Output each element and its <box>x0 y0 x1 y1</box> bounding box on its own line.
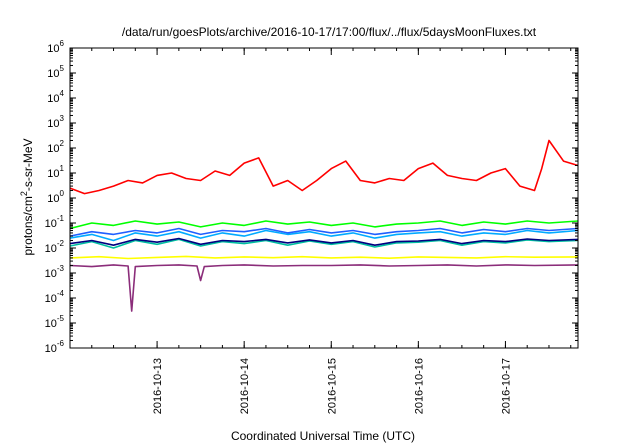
series-line-6 <box>69 237 579 246</box>
y-axis-label-rest: -s-sr-MeV <box>21 138 35 191</box>
chart-title: /data/run/goesPlots/archive/2016-10-17/1… <box>122 25 537 39</box>
y-tick-label: 10-3 <box>45 264 65 280</box>
y-tick-label: 104 <box>47 89 64 105</box>
y-tick-label: 100 <box>47 189 64 205</box>
series-line-8 <box>69 264 579 312</box>
y-axis-label-base: protons/cm <box>21 196 35 255</box>
x-tick-label: 2016-10-15 <box>326 358 338 414</box>
y-tick-label: 10-6 <box>45 339 65 355</box>
series-line-2 <box>69 220 579 230</box>
y-tick-label: 101 <box>47 164 64 180</box>
plot-frame <box>69 47 579 349</box>
series-line-3 <box>69 229 579 242</box>
axes: 10-6 10-5 10-4 10-3 10-2 10-1 100 101 102 103 104 1… <box>45 39 579 414</box>
y-tick-label: 105 <box>47 64 64 80</box>
y-tick-label: 106 <box>47 39 64 55</box>
series-line-1 <box>69 139 579 195</box>
svg-text:protons/cm2-s-sr-MeV: protons/cm2-s-sr-MeV <box>19 138 35 255</box>
series-line-7 <box>69 255 579 260</box>
y-tick-label: 10-4 <box>45 289 65 305</box>
y-axis-label-sup: 2 <box>19 191 29 196</box>
x-tick-label: 2016-10-17 <box>500 358 512 414</box>
x-tick-label: 2016-10-14 <box>239 358 251 414</box>
y-tick-label: 102 <box>47 139 64 155</box>
y-axis-label: protons/cm2-s-sr-MeV <box>19 138 35 255</box>
y-tick-label: 10-2 <box>45 239 65 255</box>
series-line-5 <box>69 238 579 249</box>
x-axis-label: Coordinated Universal Time (UTC) <box>231 429 415 443</box>
y-tick-label: 103 <box>47 114 64 130</box>
series-line-4 <box>69 227 579 237</box>
x-tick-label: 2016-10-16 <box>413 358 425 414</box>
plot-area <box>69 139 579 312</box>
y-tick-label: 10-5 <box>45 314 65 330</box>
y-tick-label: 10-1 <box>45 214 65 230</box>
x-tick-label: 2016-10-13 <box>152 358 164 414</box>
